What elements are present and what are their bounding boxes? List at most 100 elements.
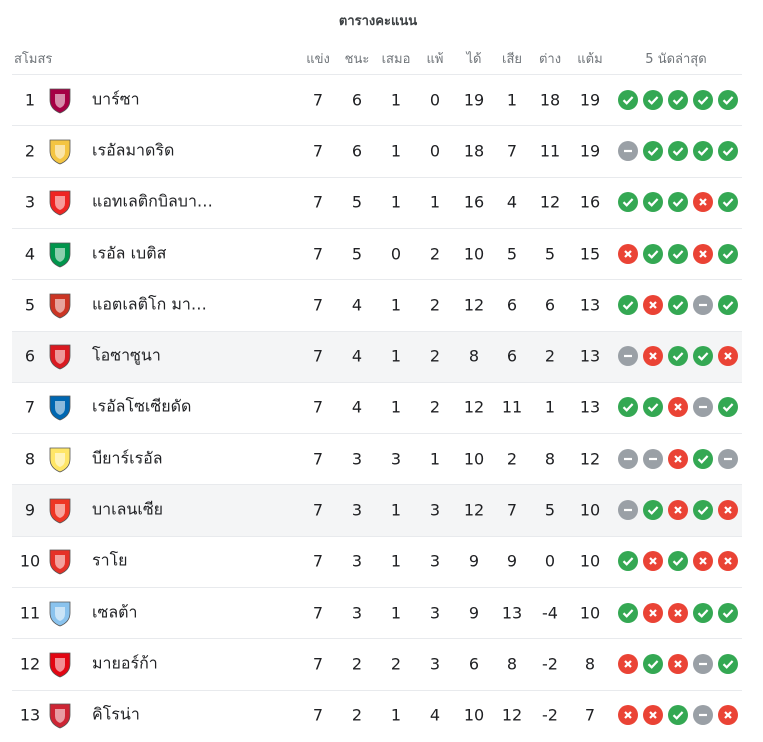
stat: 13 <box>579 397 601 417</box>
stat: 3 <box>429 500 441 520</box>
form-icon <box>643 551 663 572</box>
form-icon <box>668 448 688 469</box>
form-icon <box>693 397 713 418</box>
column-header: แข่ง <box>306 52 330 67</box>
stat: 5 <box>506 244 518 264</box>
team-name: เรอัล เบติส <box>92 243 167 263</box>
stat: 3 <box>351 551 363 571</box>
stat: 3 <box>351 500 363 520</box>
stat: 19 <box>579 141 601 161</box>
form-icon <box>693 89 713 110</box>
position: 8 <box>24 449 36 469</box>
stat: 1 <box>390 551 402 571</box>
form-icon <box>618 346 638 367</box>
form-icon <box>718 551 738 572</box>
team-name: มายอร์ก้า <box>92 653 158 673</box>
stat: 10 <box>579 551 601 571</box>
team-crest <box>49 88 71 114</box>
form-icon <box>643 653 663 674</box>
position: 9 <box>24 500 36 520</box>
form-icon <box>618 89 638 110</box>
stat: 7 <box>312 346 324 366</box>
stat: 7 <box>312 551 324 571</box>
form-icon <box>643 243 663 264</box>
form-icon <box>643 705 663 726</box>
stat: 2 <box>506 449 518 469</box>
stat: 1 <box>390 500 402 520</box>
position: 4 <box>24 244 36 264</box>
stat: 2 <box>351 654 363 674</box>
form-icon <box>643 192 663 213</box>
column-header: แต้ม <box>577 52 603 67</box>
form-icon <box>718 397 738 418</box>
form-icon <box>618 653 638 674</box>
team-name: โอซาซูนา <box>92 345 161 365</box>
stat: 6 <box>506 295 518 315</box>
form-icon <box>668 346 688 367</box>
column-header: ชนะ <box>344 52 370 67</box>
title: ตารางคะแนน <box>338 14 418 29</box>
stat: 18 <box>539 90 561 110</box>
stat: 16 <box>579 192 601 212</box>
stat: 13 <box>501 603 523 623</box>
column-header: ได้ <box>466 52 482 67</box>
stat: 12 <box>579 449 601 469</box>
team-crest <box>49 190 71 216</box>
stat: 6 <box>351 141 363 161</box>
form-icon <box>668 89 688 110</box>
position: 7 <box>24 397 36 417</box>
stat: 9 <box>468 603 480 623</box>
stat: 7 <box>312 141 324 161</box>
form-icon <box>668 243 688 264</box>
stat: 10 <box>463 705 485 725</box>
stat: 1 <box>390 141 402 161</box>
stat: 2 <box>351 705 363 725</box>
column-header: 5 นัดล่าสุด <box>645 52 707 67</box>
stat: 4 <box>351 346 363 366</box>
stat: 10 <box>579 603 601 623</box>
form-icon <box>718 448 738 469</box>
stat: 7 <box>312 90 324 110</box>
team-name: เรอัลมาดริด <box>92 140 175 160</box>
position: 3 <box>24 192 36 212</box>
stat: 1 <box>390 397 402 417</box>
team-crest <box>49 652 71 678</box>
form-icon <box>643 448 663 469</box>
stat: 12 <box>463 500 485 520</box>
position: 13 <box>19 705 41 725</box>
stat: 10 <box>579 500 601 520</box>
form-icon <box>668 705 688 726</box>
form-icon <box>693 294 713 315</box>
stat: 3 <box>351 449 363 469</box>
stat: 8 <box>468 346 480 366</box>
team-crest <box>49 293 71 319</box>
form-icon <box>693 500 713 521</box>
form-icon <box>618 551 638 572</box>
stat: 16 <box>463 192 485 212</box>
stat: 6 <box>468 654 480 674</box>
stat: 2 <box>429 295 441 315</box>
stat: 6 <box>506 346 518 366</box>
stat: 7 <box>312 705 324 725</box>
position: 1 <box>24 90 36 110</box>
stat: 7 <box>312 295 324 315</box>
form-icon <box>718 243 738 264</box>
stat: 0 <box>429 141 441 161</box>
form-icon <box>718 294 738 315</box>
stat: 8 <box>584 654 596 674</box>
stat: 4 <box>351 295 363 315</box>
team-name: เซลต้า <box>92 602 138 622</box>
stat: 10 <box>463 449 485 469</box>
form-icon <box>693 602 713 623</box>
form-icon <box>643 346 663 367</box>
stat: 19 <box>463 90 485 110</box>
team-crest <box>49 601 71 627</box>
stat: 5 <box>351 244 363 264</box>
team-name: แอตเลติโก มา… <box>92 294 207 314</box>
stat: 7 <box>312 449 324 469</box>
stat: 3 <box>390 449 402 469</box>
stat: 7 <box>312 500 324 520</box>
stat: 7 <box>312 603 324 623</box>
table-row <box>12 279 742 331</box>
table-row <box>12 433 742 485</box>
